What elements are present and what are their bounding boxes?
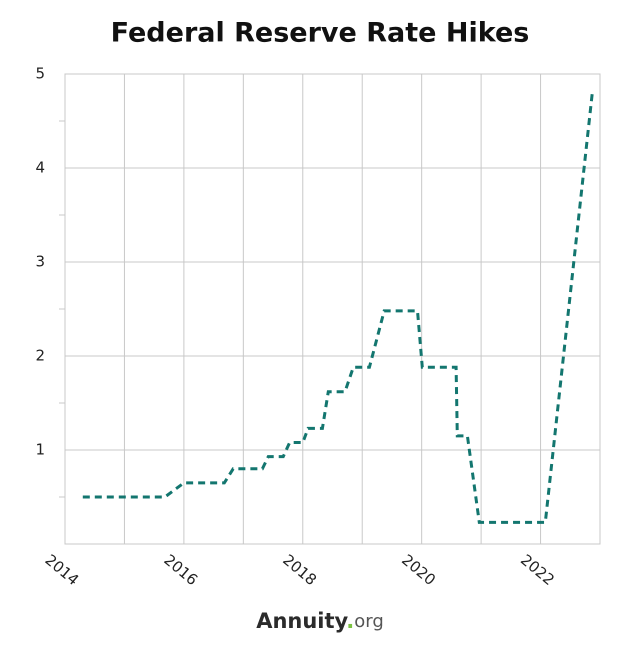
footer-logo: Annuity.org xyxy=(256,609,384,633)
logo-name: Annuity xyxy=(256,609,348,633)
logo-dot: . xyxy=(346,609,354,633)
y-tick-label: 1 xyxy=(35,441,45,459)
x-tick-label: 2022 xyxy=(517,551,558,589)
rate-line xyxy=(82,92,594,524)
logo-domain: org xyxy=(354,611,384,632)
plot-frame xyxy=(64,73,601,545)
y-tick-label: 2 xyxy=(35,347,45,365)
y-tick-label: 4 xyxy=(35,159,45,177)
x-tick-label: 2020 xyxy=(398,551,439,589)
y-tick-label: 5 xyxy=(35,65,45,83)
x-tick-label: 2018 xyxy=(279,551,320,589)
x-tick-label: 2014 xyxy=(42,551,83,589)
chart-title: Federal Reserve Rate Hikes xyxy=(111,18,530,49)
x-tick-label: 2016 xyxy=(160,551,201,589)
y-tick-label: 3 xyxy=(35,253,45,271)
